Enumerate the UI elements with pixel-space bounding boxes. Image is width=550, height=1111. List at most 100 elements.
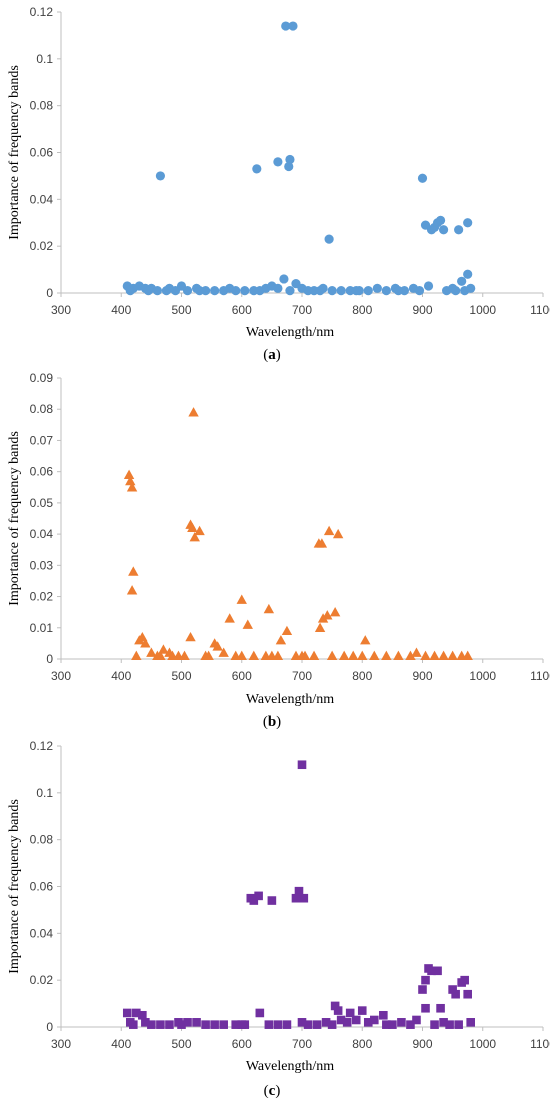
data-point [466,283,476,293]
data-point [165,1020,174,1029]
data-point [405,650,416,661]
y-tick-label: 0.02 [30,239,54,253]
y-tick-label: 0.08 [30,402,54,416]
x-axis-title: Wavelength/nm [246,325,334,340]
data-point [131,650,142,661]
y-axis-title: Importance of frequency bands [7,65,22,240]
data-point [146,647,157,657]
data-point [203,650,214,661]
data-point [370,1015,379,1025]
data-point [167,650,178,661]
x-tick-label: 1100 [530,1037,550,1051]
caption-open: ( [263,714,268,730]
data-point [308,650,320,661]
data-point [273,157,283,167]
data-point [126,482,138,492]
x-tick-label: 800 [352,669,372,683]
caption-close: ) [275,1083,280,1099]
data-point [219,1020,228,1029]
data-point [333,1006,343,1015]
data-point [357,1006,367,1015]
panel-caption: (b) [263,714,281,730]
data-point [436,1003,445,1013]
data-point [237,1020,247,1029]
data-point [240,286,250,296]
data-point [285,286,295,296]
data-point [448,985,457,994]
data-point [351,1015,361,1025]
y-tick-label: 0.06 [30,880,54,894]
data-point [143,286,153,296]
caption-letter: b [268,714,276,730]
data-point [332,528,344,539]
data-point [224,613,235,623]
data-point [418,985,427,994]
caption-open: ( [263,347,268,363]
data-point [336,1015,346,1025]
y-tick-label: 0.08 [30,833,54,847]
data-point [330,1001,340,1011]
data-point [414,286,425,296]
data-point [281,625,293,636]
data-point [299,893,309,903]
x-tick-label: 600 [232,303,252,317]
y-axis-title: Importance of frequency bands [7,431,22,606]
data-point [264,1020,274,1029]
x-axis-title: Wavelength/nm [246,692,334,707]
y-tick-label: 0.02 [30,590,54,604]
data-point [351,286,361,296]
data-point [281,21,291,31]
x-tick-label: 400 [111,669,131,683]
data-point [460,975,469,985]
data-point [242,619,253,629]
x-axis-title: Wavelength/nm [246,1059,334,1074]
data-point [420,650,431,661]
data-point [326,650,338,661]
y-axis-title: Importance of frequency bands [7,799,22,974]
data-point [147,1020,156,1029]
data-point [263,603,275,614]
data-point [438,650,449,661]
data-point [462,650,473,661]
y-tick-label: 0.05 [30,496,54,510]
data-point [152,286,162,296]
data-point [451,989,460,999]
y-tick-label: 0.09 [30,371,54,385]
data-point [379,1010,388,1020]
data-point [321,1018,331,1027]
caption-close: ) [276,714,281,730]
data-point [248,650,259,661]
data-point [132,1008,141,1018]
x-tick-label: 900 [412,303,432,317]
data-point [284,161,294,172]
data-point [129,1020,138,1029]
y-tick-label: 0.04 [30,926,54,940]
data-point [275,635,287,645]
data-point [454,1020,463,1029]
data-point [329,606,341,617]
data-point [194,525,205,536]
x-tick-label: 800 [352,1037,372,1051]
data-point [236,650,247,661]
data-point [381,650,392,661]
data-point [381,286,391,296]
chart-panel-c: 0 0.02 0.04 0.06 0.08 0.1 0.12 300 400 500 600 700 8… [7,739,550,1099]
data-point [155,650,166,661]
y-tick-label: 0.03 [30,558,54,572]
data-point [249,896,259,905]
data-point [296,650,308,661]
data-point [210,1020,219,1029]
x-tick-label: 400 [111,303,131,317]
panel-caption: (c) [264,1083,281,1099]
x-tick-label: 700 [292,1037,312,1051]
caption-close: ) [276,347,281,363]
data-point [125,286,135,296]
data-point [447,650,458,661]
y-tick-label: 0 [46,652,53,666]
data-point [273,1020,283,1029]
data-point [363,286,373,296]
data-point [324,234,334,244]
data-point [411,647,422,657]
data-point [466,1018,475,1027]
data-point [317,613,329,623]
